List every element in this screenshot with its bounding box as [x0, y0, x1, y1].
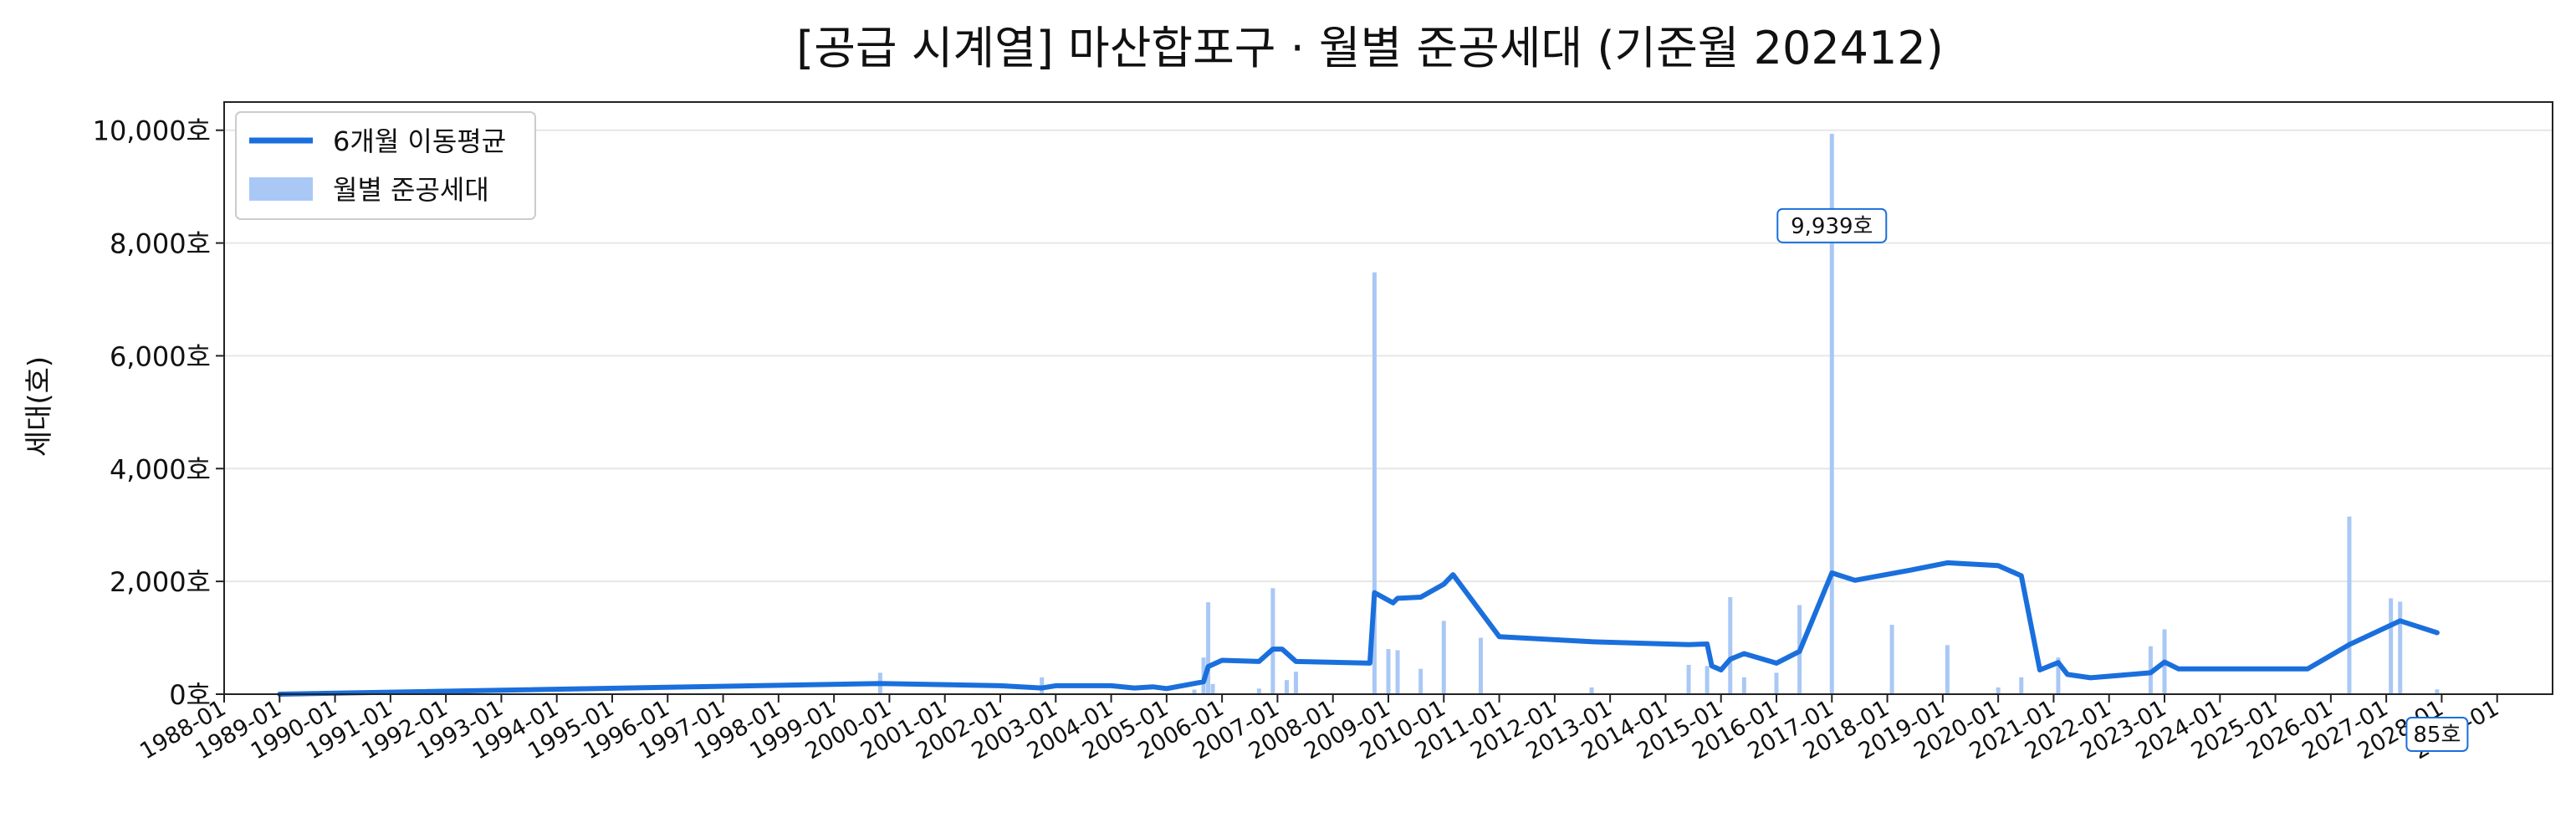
annotation-callout: 9,939호	[1776, 207, 1888, 243]
bar	[1945, 645, 1950, 694]
bar	[2056, 657, 2061, 694]
legend-bar-swatch	[249, 177, 313, 201]
bar	[1478, 637, 1483, 694]
bar	[1589, 687, 1594, 694]
bar	[1210, 683, 1215, 694]
bar	[1256, 688, 1261, 694]
annotation-label: 9,939호	[1791, 214, 1873, 239]
bar	[2398, 601, 2403, 694]
y-tick-label: 2,000호	[110, 566, 211, 598]
bar	[2389, 598, 2394, 694]
bar	[1774, 672, 1779, 694]
bar	[1829, 133, 1834, 695]
bar	[1192, 689, 1197, 694]
y-tick-label: 0호	[169, 679, 211, 711]
grid-lines	[224, 129, 2553, 695]
bar	[2019, 677, 2024, 694]
bar	[1294, 672, 1299, 694]
bar	[1270, 588, 1275, 694]
legend-line-label: 6개월 이동평균	[333, 125, 506, 157]
bar	[1889, 625, 1894, 694]
annotation-label: 85호	[2413, 723, 2461, 748]
y-axis-label: 세대(호)	[23, 356, 56, 457]
x-axis-ticks: 1988-011989-011990-011991-011992-011993-…	[135, 694, 2503, 764]
plot-frame	[223, 101, 2553, 695]
bar	[1284, 680, 1289, 694]
bar	[1705, 666, 1710, 694]
annotation-box	[1776, 207, 1888, 243]
y-tick-label: 4,000호	[110, 453, 211, 485]
bar	[1996, 687, 2001, 694]
bar	[2347, 516, 2352, 694]
y-tick-label: 8,000호	[110, 228, 211, 260]
bar	[1418, 668, 1423, 694]
y-tick-label: 6,000호	[110, 340, 211, 372]
chart-title: [공급 시계열] 마산합포구 · 월별 준공세대 (기준월 202412)	[796, 22, 1944, 74]
bar	[1386, 649, 1391, 694]
bar-series	[877, 133, 2440, 695]
moving-average-line	[277, 560, 2440, 697]
bar	[1395, 650, 1400, 694]
bar	[2435, 689, 2440, 694]
bar	[1206, 602, 1211, 694]
bar	[1372, 272, 1377, 694]
annotation-box	[2405, 717, 2469, 752]
y-axis-ticks: 0호 2,000호 4,000호 6,000호 8,000호 10,000호	[93, 115, 224, 711]
legend: 6개월 이동평균 월별 준공세대	[235, 111, 536, 220]
annotations: 9,939호 85호	[1776, 207, 2469, 752]
legend-bar-label: 월별 준공세대	[333, 174, 489, 206]
bar	[1728, 597, 1733, 694]
bar	[1441, 621, 1446, 694]
line-series	[277, 560, 2440, 697]
bar	[1686, 664, 1691, 694]
bar	[1741, 677, 1746, 694]
y-tick-label: 10,000호	[93, 115, 211, 147]
annotation-callout: 85호	[2405, 717, 2469, 752]
